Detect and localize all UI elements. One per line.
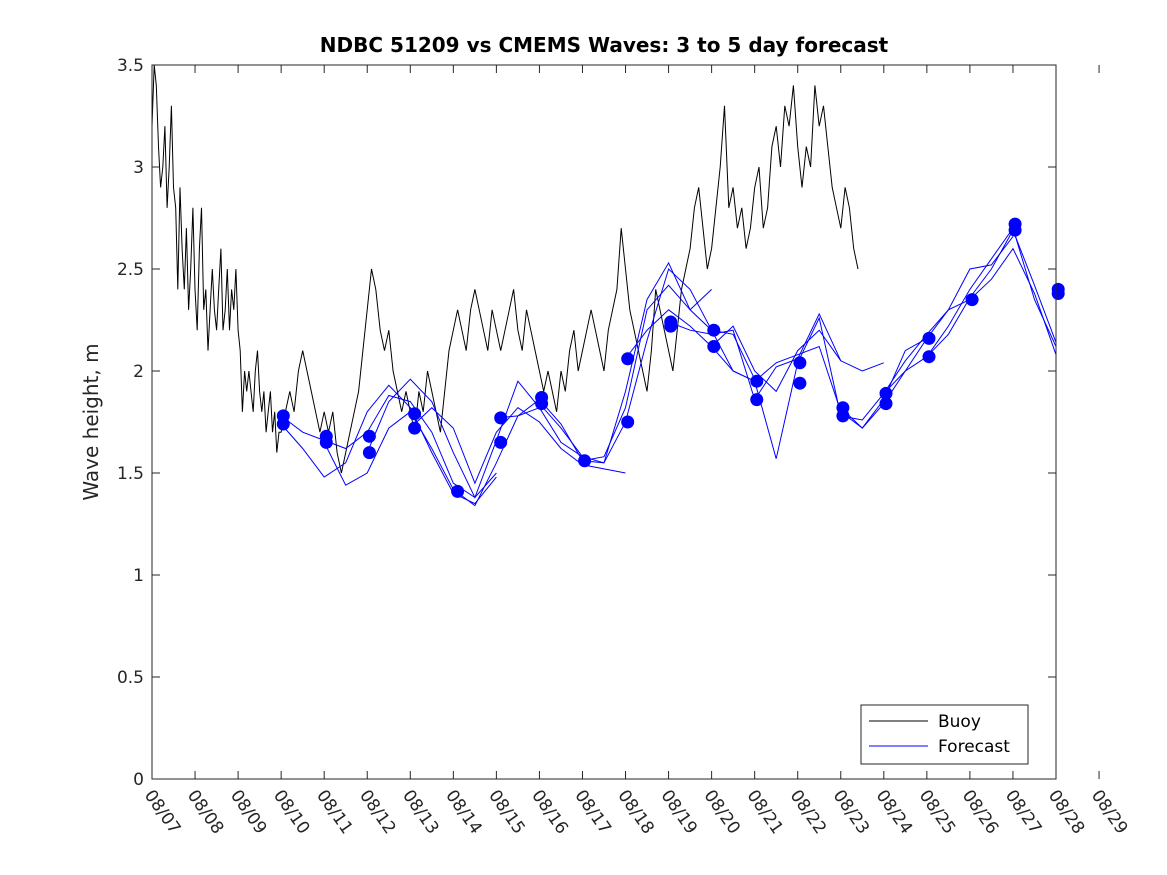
legend-box <box>860 704 1029 765</box>
forecast-marker <box>922 331 936 345</box>
forecast-marker <box>362 446 376 460</box>
forecast-marker <box>408 421 422 435</box>
forecast-marker <box>922 350 936 364</box>
forecast-series-line-4 <box>366 378 583 499</box>
forecast-marker <box>1008 223 1022 237</box>
buoy-series-line <box>151 64 859 474</box>
forecast-marker <box>664 319 678 333</box>
legend-forecast-label: Forecast <box>938 737 1010 757</box>
y-tick-label: 2.5 <box>117 260 144 280</box>
forecast-marker <box>276 417 290 431</box>
forecast-marker <box>879 397 893 411</box>
forecast-marker <box>1051 287 1065 300</box>
forecast-marker <box>535 397 549 411</box>
forecast-series-line-13 <box>840 227 1057 429</box>
forecast-series-line-8 <box>582 261 799 464</box>
forecast-marker <box>494 435 508 449</box>
forecast-marker <box>621 352 635 366</box>
forecast-marker <box>578 454 592 468</box>
forecast-series-line-6 <box>496 284 712 462</box>
chart-title: NDBC 51209 vs CMEMS Waves: 3 to 5 day fo… <box>320 33 889 57</box>
plot-area <box>152 65 1056 779</box>
forecast-marker <box>408 407 422 421</box>
y-tick-label: 0 <box>133 770 144 790</box>
forecast-marker <box>793 356 807 370</box>
forecast-marker <box>965 293 979 307</box>
y-tick-label: 3.5 <box>117 56 144 76</box>
forecast-marker <box>494 411 508 425</box>
legend-buoy-label: Buoy <box>938 712 981 732</box>
forecast-series-line-5 <box>409 407 626 485</box>
series-layer <box>151 64 1065 507</box>
forecast-marker <box>750 393 764 407</box>
axes-box <box>151 64 1057 780</box>
forecast-marker <box>451 484 465 498</box>
y-tick-label: 1.5 <box>117 464 144 484</box>
forecast-marker <box>319 435 333 449</box>
forecast-marker <box>750 374 764 388</box>
forecast-marker <box>707 323 721 337</box>
plot-background <box>152 65 1056 779</box>
legend: Buoy Forecast <box>860 704 1029 765</box>
y-tick-label: 0.5 <box>117 668 144 688</box>
y-tick-label: 2 <box>133 362 144 382</box>
forecast-marker <box>707 340 721 353</box>
forecast-marker <box>793 376 807 390</box>
forecast-series-line-10 <box>668 312 884 401</box>
y-axis-label: Wave height, m <box>79 343 103 500</box>
forecast-marker <box>621 415 635 429</box>
y-tick-label: 1 <box>133 566 144 586</box>
forecast-marker <box>879 386 893 400</box>
forecast-marker <box>362 429 376 443</box>
forecast-series-line-15 <box>926 229 1057 358</box>
y-tick-label: 3 <box>133 158 144 178</box>
forecast-series-line-12 <box>797 236 1014 421</box>
forecast-marker <box>836 409 850 423</box>
